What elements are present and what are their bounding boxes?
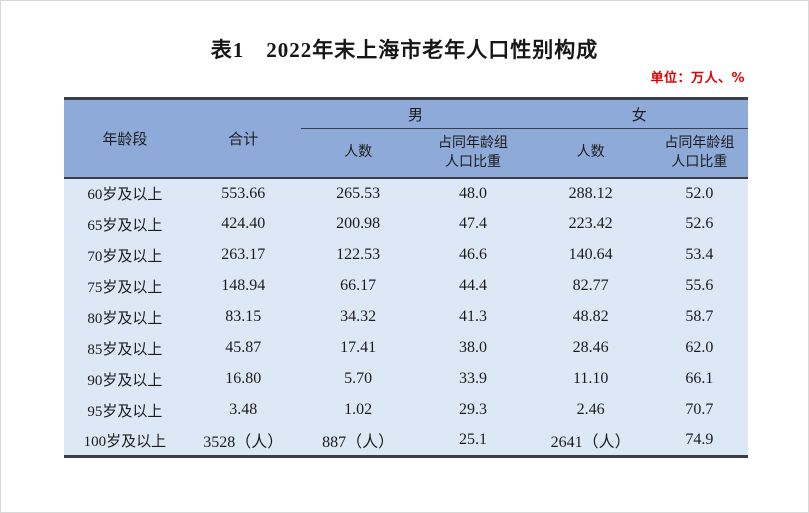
male-count-cell: 66.17	[340, 277, 377, 294]
table-row: 90岁及以上 16.80 5.70 33.9 11.10 66.1	[64, 364, 748, 395]
header-female-group: 女	[530, 97, 748, 129]
total-cell: 3.48	[229, 401, 258, 418]
table-header: 年龄段 合计 男 女 人数 占同年龄组 人口比重 人数 占同年龄组 人口比重	[64, 97, 748, 179]
male-count-cell: 5.70	[344, 370, 373, 387]
female-share-cell: 74.9	[650, 425, 748, 458]
table-row: 85岁及以上 45.87 17.41 38.0 28.46 62.0	[64, 333, 748, 364]
male-share-cell: 44.4	[459, 277, 488, 294]
header-female-share: 占同年龄组 人口比重	[650, 128, 748, 179]
age-cell: 70岁及以上	[87, 248, 163, 265]
total-cell: 83.15	[225, 308, 262, 325]
male-share-cell: 29.3	[459, 401, 488, 418]
table-row: 100岁及以上 3528（人） 887（人） 25.1 2641（人） 74.9	[64, 425, 748, 458]
header-row-sub: 人数 占同年龄组 人口比重 人数 占同年龄组 人口比重	[64, 128, 748, 179]
total-cell: 424.40	[221, 215, 266, 232]
total-cell: 45.87	[225, 339, 262, 356]
age-cell: 75岁及以上	[87, 279, 163, 296]
male-share-cell: 46.6	[459, 246, 488, 263]
header-female-share-line2: 人口比重	[671, 153, 728, 170]
female-share-cell: 62.0	[685, 339, 714, 356]
unit-note: 单位：万人、%	[650, 71, 745, 86]
age-cell: 85岁及以上	[87, 341, 163, 358]
male-share-cell: 38.0	[459, 339, 488, 356]
page-title: 表1 2022年末上海市老年人口性别构成	[210, 38, 599, 62]
male-share-cell: 33.9	[459, 370, 488, 387]
table-row: 70岁及以上 263.17 122.53 46.6 140.64 53.4	[64, 240, 748, 271]
female-count-cell: 11.10	[572, 370, 609, 387]
female-share-cell: 52.0	[685, 184, 714, 202]
table-row: 65岁及以上 424.40 200.98 47.4 223.42 52.6	[64, 209, 748, 240]
header-male-group: 男	[300, 97, 531, 129]
population-gender-table: 年龄段 合计 男 女 人数 占同年龄组 人口比重 人数 占同年龄组 人口比重	[64, 97, 748, 458]
female-share-cell: 55.6	[685, 277, 714, 294]
age-cell: 90岁及以上	[87, 372, 163, 389]
header-male-share: 占同年龄组 人口比重	[415, 128, 531, 179]
table-row: 60岁及以上 553.66 265.53 48.0 288.12 52.0	[64, 178, 748, 209]
male-count-cell: 887（人）	[300, 425, 416, 458]
age-cell: 95岁及以上	[87, 403, 163, 420]
male-share-cell: 48.0	[459, 184, 488, 202]
female-count-cell: 2641（人）	[530, 425, 651, 458]
female-count-cell: 288.12	[568, 184, 613, 202]
female-share-cell: 58.7	[685, 308, 714, 325]
header-male-share-line1: 占同年龄组	[438, 134, 509, 151]
header-total: 合计	[185, 97, 301, 179]
female-count-cell: 140.64	[568, 246, 613, 263]
table-row: 80岁及以上 83.15 34.32 41.3 48.82 58.7	[64, 302, 748, 333]
female-count-cell: 82.77	[572, 277, 609, 294]
age-cell: 80岁及以上	[87, 310, 163, 327]
male-count-cell: 200.98	[336, 215, 381, 232]
male-share-cell: 47.4	[459, 215, 488, 232]
total-cell: 148.94	[221, 277, 266, 294]
table-row: 75岁及以上 148.94 66.17 44.4 82.77 55.6	[64, 271, 748, 302]
female-share-cell: 52.6	[685, 215, 714, 232]
table-row: 95岁及以上 3.48 1.02 29.3 2.46 70.7	[64, 395, 748, 426]
male-share-cell: 25.1	[415, 425, 531, 458]
table-body: 60岁及以上 553.66 265.53 48.0 288.12 52.0 65…	[64, 177, 748, 458]
total-cell: 16.80	[225, 370, 262, 387]
male-count-cell: 34.32	[340, 308, 377, 325]
header-female-count: 人数	[530, 128, 651, 179]
header-row-groups: 年龄段 合计 男 女	[64, 97, 748, 179]
total-cell: 263.17	[221, 246, 266, 263]
total-cell: 553.66	[221, 184, 266, 202]
female-count-cell: 48.82	[572, 308, 609, 325]
male-count-cell: 1.02	[344, 401, 373, 418]
female-share-cell: 66.1	[685, 370, 714, 387]
female-count-cell: 28.46	[572, 339, 609, 356]
total-cell: 3528（人）	[185, 425, 301, 458]
male-count-cell: 122.53	[336, 246, 381, 263]
header-age-group: 年龄段	[64, 97, 186, 179]
age-cell: 60岁及以上	[87, 187, 163, 203]
female-share-cell: 53.4	[685, 246, 714, 263]
male-share-cell: 41.3	[459, 308, 488, 325]
header-male-share-line2: 人口比重	[445, 153, 502, 170]
male-count-cell: 17.41	[340, 339, 377, 356]
female-share-cell: 70.7	[685, 401, 714, 418]
male-count-cell: 265.53	[336, 184, 381, 202]
female-count-cell: 223.42	[568, 215, 613, 232]
age-cell: 65岁及以上	[87, 217, 163, 234]
header-male-count: 人数	[300, 128, 416, 179]
header-female-share-line1: 占同年龄组	[664, 134, 735, 151]
age-cell: 100岁及以上	[64, 425, 186, 458]
female-count-cell: 2.46	[576, 401, 605, 418]
